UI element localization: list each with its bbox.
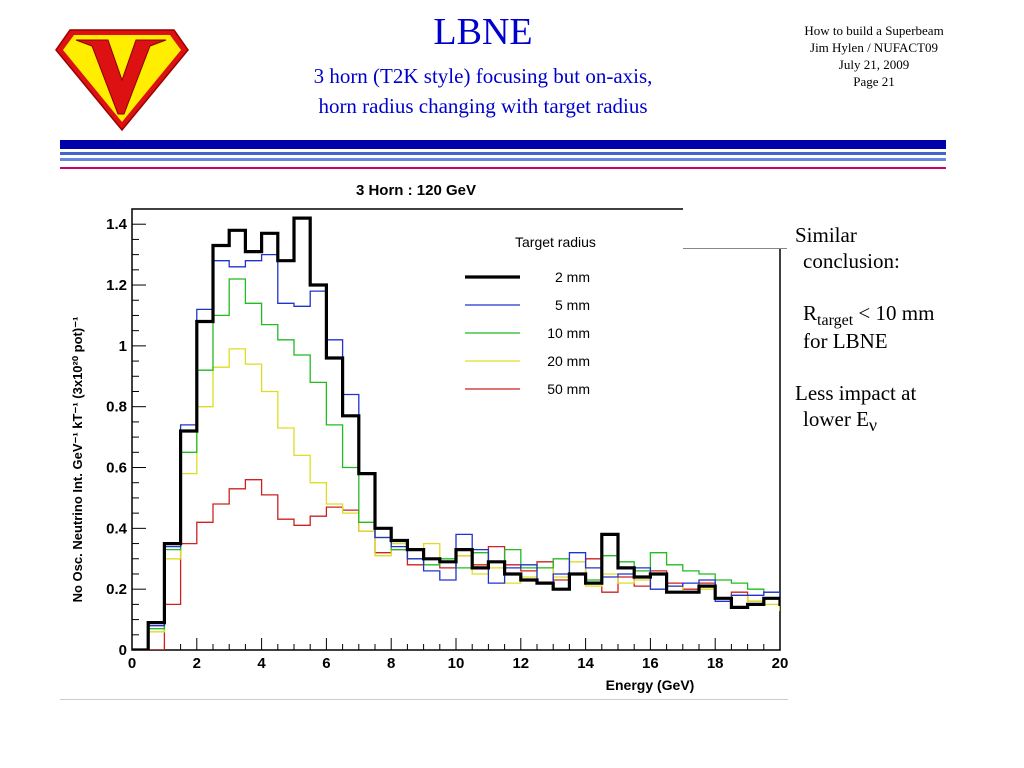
legend-title: Target radius <box>515 234 596 250</box>
y-tick-label: 0 <box>119 642 127 659</box>
y-tick-label: 0.6 <box>106 460 127 477</box>
header-rule-light1 <box>60 152 946 155</box>
meta-date: July 21, 2009 <box>838 57 910 72</box>
legend-label: 2 mm <box>555 269 590 285</box>
conclusion-notes: Similar conclusion: Rtarget < 10 mm for … <box>795 222 1005 438</box>
y-tick-label: 1.4 <box>106 216 128 233</box>
series-line-2mm <box>132 216 780 650</box>
x-tick-label: 18 <box>707 655 724 672</box>
series-line-20mm <box>132 348 780 650</box>
x-tick-label: 4 <box>257 655 266 672</box>
note-for-lbne: for LBNE <box>803 329 888 354</box>
header-rule-red <box>60 167 946 169</box>
x-tick-label: 10 <box>448 655 465 672</box>
legend-label: 50 mm <box>547 381 590 397</box>
x-tick-label: 2 <box>193 655 201 672</box>
header-rule-dark <box>60 140 946 149</box>
series-line-10mm <box>132 278 780 650</box>
chart-title: 3 Horn : 120 GeV <box>356 182 476 199</box>
slide-subtitle-line1: 3 horn (T2K style) focusing but on-axis, <box>313 64 653 88</box>
y-tick-label: 0.8 <box>106 399 127 416</box>
blank-panel <box>683 180 787 249</box>
slide-title: LBNE <box>433 11 533 53</box>
slide-meta: How to build a Superbeam Jim Hylen / NUF… <box>774 22 974 90</box>
note-lower-energy: lower Eν <box>803 407 878 436</box>
legend-label: 20 mm <box>547 353 590 369</box>
superman-v-shield-icon <box>55 29 189 132</box>
meta-talk-title: How to build a Superbeam <box>804 23 944 38</box>
note-rtarget: Rtarget < 10 mm <box>803 301 935 330</box>
legend-label: 10 mm <box>547 325 590 341</box>
meta-page: Page 21 <box>853 74 895 89</box>
x-tick-label: 14 <box>577 655 594 672</box>
note-conclusion: conclusion: <box>803 249 900 273</box>
chart-bottom-rule <box>60 699 788 700</box>
y-tick-label: 0.4 <box>106 520 128 537</box>
note-similar: Similar <box>795 223 857 247</box>
legend-label: 5 mm <box>555 297 590 313</box>
energy-spectrum-chart: 3 Horn : 120 GeV 0 2 4 6 8 10 12 14 16 18 20 0 0.2 0.4… <box>70 182 788 693</box>
y-axis-label: No Osc. Neutrino Int. GeV⁻¹ kT⁻¹ (3x10²⁰… <box>70 317 85 603</box>
header-rule-light2 <box>60 158 946 161</box>
x-tick-label: 8 <box>387 655 395 672</box>
meta-author: Jim Hylen / NUFACT09 <box>810 40 938 55</box>
x-tick-label: 12 <box>512 655 529 672</box>
x-tick-label: 0 <box>128 655 136 672</box>
x-tick-label: 20 <box>772 655 788 672</box>
slide-subtitle-line2: horn radius changing with target radius <box>318 94 648 118</box>
series-line-50mm <box>132 479 780 650</box>
x-tick-label: 6 <box>322 655 330 672</box>
note-less-impact: Less impact at <box>795 381 917 406</box>
x-tick-label: 16 <box>642 655 659 672</box>
y-tick-label: 1 <box>119 338 127 355</box>
y-tick-label: 0.2 <box>106 581 127 598</box>
y-tick-label: 1.2 <box>106 277 127 294</box>
x-axis-label: Energy (GeV) <box>606 677 695 693</box>
